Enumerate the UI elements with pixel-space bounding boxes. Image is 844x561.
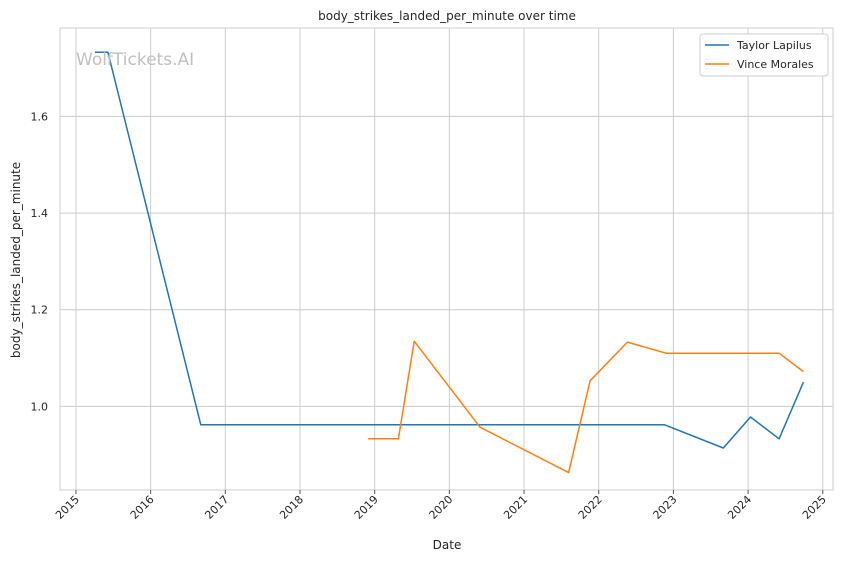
watermark-text: WolfTickets.AI: [76, 50, 194, 70]
y-tick-label: 1.2: [31, 304, 49, 317]
legend-label-2: Vince Morales: [737, 58, 814, 71]
y-tick-label: 1.6: [31, 110, 49, 123]
legend-label-1: Taylor Lapilus: [736, 39, 812, 52]
chart-title: body_strikes_landed_per_minute over time: [318, 9, 576, 23]
legend: Taylor Lapilus Vince Morales: [699, 33, 829, 77]
y-tick-labels: 1.0 1.2 1.4 1.6: [31, 110, 49, 413]
y-tick-label: 1.4: [31, 207, 49, 220]
x-axis-title: Date: [433, 538, 462, 552]
series-lines: [95, 51, 805, 474]
legend-box: [699, 33, 829, 77]
series-line-1: [95, 51, 805, 449]
y-axis-title: body_strikes_landed_per_minute: [9, 162, 23, 358]
y-tick-label: 1.0: [31, 400, 49, 413]
series-line-2: [368, 340, 804, 474]
grid: [60, 28, 833, 490]
plot-frame: [59, 27, 834, 491]
